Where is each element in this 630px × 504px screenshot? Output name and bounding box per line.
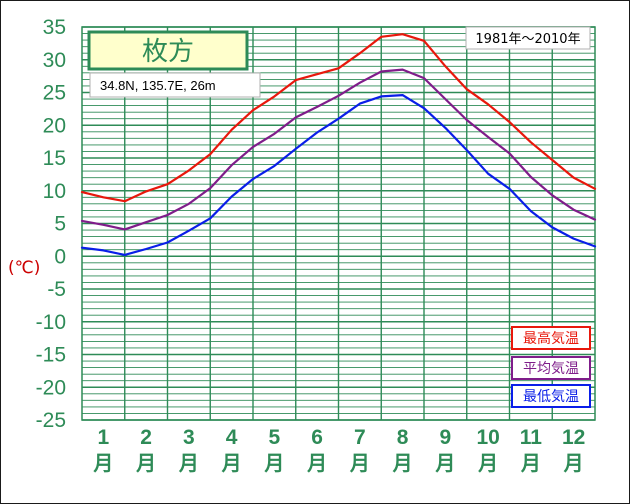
period-text: 1981年～2010年 xyxy=(475,32,580,47)
x-tick-suffix: 月 xyxy=(135,451,156,475)
x-tick-suffix: 月 xyxy=(349,451,370,475)
y-tick-label: 5 xyxy=(54,213,66,236)
y-tick-label: 35 xyxy=(43,16,66,39)
x-tick-label: 9 xyxy=(440,426,452,449)
x-tick-label: 2 xyxy=(140,426,152,449)
x-tick-label: 10 xyxy=(476,426,499,449)
y-tick-label: 15 xyxy=(43,147,66,170)
x-tick-label: 5 xyxy=(269,426,281,449)
x-tick-suffix: 月 xyxy=(178,451,199,475)
y-tick-label: -10 xyxy=(36,311,66,334)
x-tick-suffix: 月 xyxy=(563,451,584,475)
x-tick-suffix: 月 xyxy=(520,451,541,475)
y-tick-label: 0 xyxy=(54,245,66,268)
series-line-2 xyxy=(80,68,597,231)
series-lines xyxy=(80,33,597,256)
x-tick-suffix: 月 xyxy=(477,451,498,475)
legend-label-3: 最低気温 xyxy=(523,389,579,405)
y-tick-label: 20 xyxy=(43,114,66,137)
x-tick-suffix: 月 xyxy=(221,451,242,475)
x-tick-suffix: 月 xyxy=(263,451,284,475)
x-tick-label: 1 xyxy=(98,426,110,449)
y-tick-label: 30 xyxy=(43,49,66,72)
series-line-3 xyxy=(80,93,597,256)
x-tick-label: 11 xyxy=(520,426,543,449)
title-box xyxy=(87,30,249,71)
x-tick-suffix: 月 xyxy=(392,451,413,475)
x-tick-label: 7 xyxy=(354,426,366,449)
legend-box-1 xyxy=(511,326,591,350)
x-tick-suffix: 月 xyxy=(92,451,113,475)
x-tick-label: 4 xyxy=(226,426,238,449)
y-axis-unit: (℃) xyxy=(8,258,40,278)
location-box xyxy=(89,72,261,98)
x-tick-suffix: 月 xyxy=(434,451,455,475)
location-text: 34.8N, 135.7E, 26m xyxy=(100,78,216,93)
chart-title: 枚方 xyxy=(142,37,194,67)
x-tick-label: 3 xyxy=(183,426,195,449)
x-tick-suffix: 月 xyxy=(306,451,327,475)
x-tick-label: 6 xyxy=(311,426,323,449)
series-line-1 xyxy=(80,33,597,203)
x-tick-label: 8 xyxy=(397,426,409,449)
y-tick-label: -5 xyxy=(47,278,66,301)
y-tick-label: 25 xyxy=(43,82,66,105)
legend-label-1: 最高気温 xyxy=(523,330,579,347)
x-tick-label: 12 xyxy=(562,426,585,449)
legend-box-2 xyxy=(511,356,591,380)
y-tick-label: -20 xyxy=(36,376,66,399)
period-box xyxy=(465,26,591,50)
legend-label-2: 平均気温 xyxy=(523,361,579,377)
y-tick-label: 10 xyxy=(43,180,66,203)
y-tick-label: -25 xyxy=(36,409,66,432)
y-tick-label: -15 xyxy=(36,344,66,367)
y-axis-ticks: 35 30 25 20 15 10 5 0 -5 -10 -15 -20 -25 xyxy=(36,16,66,432)
legend-box-3 xyxy=(511,384,591,408)
